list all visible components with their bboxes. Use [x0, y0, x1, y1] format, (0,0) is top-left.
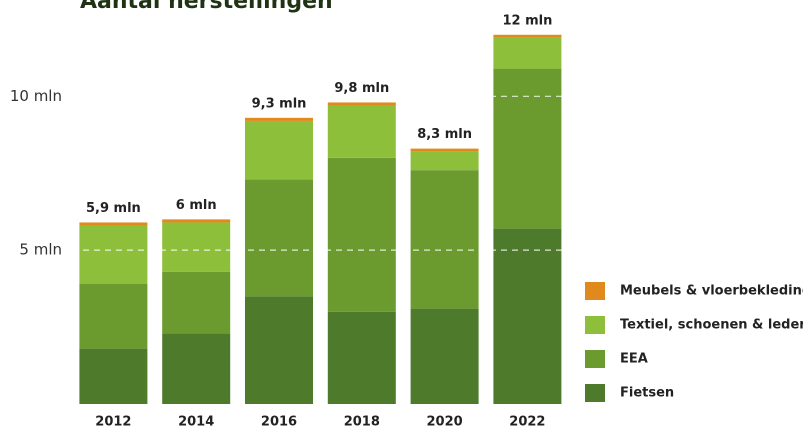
bar-segment [162, 222, 231, 272]
x-tick-label: 2014 [178, 415, 214, 430]
legend-label: Meubels & vloerbekleding [620, 284, 803, 299]
bar-segment [162, 219, 231, 223]
bar-segment [245, 120, 313, 180]
x-tick-label: 2020 [427, 415, 463, 430]
chart-title: Aantal herstellingen [80, 0, 333, 14]
bar-segment [245, 117, 313, 121]
total-label: 5,9 mln [86, 201, 141, 216]
bar-segment [162, 333, 231, 404]
bar-segment [410, 170, 479, 309]
bar-segment [327, 157, 396, 312]
bar-segment [493, 228, 562, 404]
bar-segment [245, 179, 313, 297]
bar-segment [493, 34, 562, 38]
legend-swatch [585, 282, 605, 300]
bar-segment [410, 148, 479, 152]
y-tick-label: 10 mln [10, 87, 62, 105]
bar-segment [493, 37, 562, 69]
legend-label: Fietsen [620, 386, 674, 401]
bar-segment [327, 105, 396, 158]
legend-swatch [585, 350, 605, 368]
legend-swatch [585, 316, 605, 334]
total-label: 12 mln [502, 13, 552, 28]
x-tick-label: 2016 [261, 415, 297, 430]
total-label: 6 mln [176, 198, 217, 213]
legend-swatch [585, 384, 605, 402]
legend-label: Textiel, schoenen & leder [620, 318, 803, 333]
bar-segment [79, 284, 148, 349]
y-tick-label: 5 mln [19, 241, 62, 259]
x-tick-label: 2012 [95, 415, 131, 430]
legend-label: EEA [620, 352, 648, 367]
bar-segment [79, 222, 148, 226]
total-label: 8,3 mln [417, 127, 472, 142]
total-label: 9,3 mln [252, 96, 307, 111]
bar-segment [493, 68, 562, 229]
bar-segment [327, 311, 396, 404]
bar-segment [410, 308, 479, 404]
x-tick-label: 2018 [344, 415, 380, 430]
x-tick-label: 2022 [509, 415, 545, 430]
bar-segment [410, 151, 479, 171]
bar-segment [327, 102, 396, 106]
bar-segment [162, 271, 231, 334]
total-label: 9,8 mln [334, 81, 389, 96]
bar-segment [79, 348, 148, 404]
bar-segment [245, 296, 313, 404]
bar-segment [79, 225, 148, 284]
